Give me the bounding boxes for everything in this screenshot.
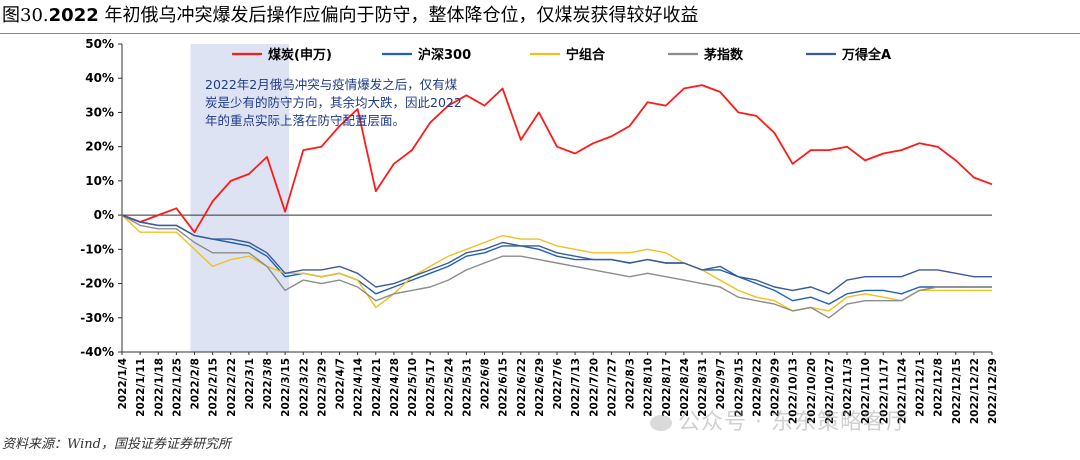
x-tick-label: 2022/5/10 [407, 358, 419, 417]
y-tick-label: -10% [80, 242, 114, 256]
x-tick-label: 2022/8/10 [643, 358, 655, 417]
legend-label-5: 万得全A [841, 47, 891, 63]
series-line-2 [121, 214, 992, 305]
x-tick-label: 2022/3/1 [244, 358, 256, 410]
x-tick-label: 2022/1/18 [153, 358, 165, 417]
x-tick-label: 2022/12/29 [987, 358, 999, 424]
x-tick-label: 2022/9/22 [751, 358, 763, 417]
x-tick-label: 2022/10/13 [788, 358, 800, 424]
x-tick-label: 2022/10/27 [824, 358, 836, 424]
line-chart: -40% -30% -20% -10% 0% 10% 20% 30% 40% 50% 2022/1/… [80, 37, 999, 424]
x-tick-label: 2022/1/11 [135, 358, 147, 417]
annotation-line: 2022年2月俄乌冲突与疫情爆发之后，仅有煤 [205, 77, 458, 92]
legend-label-1: 煤炭(申万) [268, 47, 332, 63]
x-tick-label: 2022/3/29 [316, 358, 328, 417]
x-tick-label: 2022/11/17 [878, 358, 890, 424]
x-tick-label: 2022/4/28 [389, 358, 401, 417]
y-tick-label: -30% [80, 311, 114, 325]
x-tick-label: 2022/9/15 [733, 358, 745, 417]
x-tick-label: 2022/7/20 [588, 358, 600, 417]
x-tick-label: 2022/9/29 [770, 358, 782, 417]
x-tick-label: 2022/6/8 [480, 358, 492, 410]
title-bar: 图30.2022 年初俄乌冲突爆发后操作应偏向于防守，整体降仓位，仅煤炭获得较好… [0, 0, 1080, 34]
x-tick-label: 2022/3/8 [262, 358, 274, 410]
x-tick-label: 2022/1/25 [171, 358, 183, 417]
wechat-icon [650, 415, 672, 431]
x-tick-label: 2022/6/22 [516, 358, 528, 417]
x-tick-label: 2022/9/7 [715, 358, 727, 410]
x-tick-label: 2022/1/4 [117, 358, 129, 410]
x-tick-label: 2022/12/8 [933, 358, 945, 417]
x-tick-label: 2022/4/21 [371, 358, 383, 417]
x-tick-label: 2022/3/22 [298, 358, 310, 417]
x-tick-label: 2022/4/14 [353, 358, 365, 417]
source-note: 资料来源：Wind，国投证券证券研究所 [2, 437, 231, 452]
x-tick-label: 2022/11/10 [860, 358, 872, 424]
y-tick-label: 50% [85, 37, 114, 51]
x-tick-label: 2022/12/15 [951, 358, 963, 424]
legend-label-3: 宁组合 [566, 47, 606, 63]
title-year: 2022 [48, 5, 99, 26]
x-tick-label: 2022/12/1 [915, 358, 927, 417]
annotation-line: 炭是少有的防守方向，其余均大跌，因此2022 [205, 95, 462, 110]
x-tick-label: 2022/5/31 [461, 358, 473, 417]
series-line-5 [121, 214, 992, 295]
y-tick-label: -40% [80, 345, 114, 359]
title-text: 年初俄乌冲突爆发后操作应偏向于防守，整体降仓位，仅煤炭获得较好收益 [98, 5, 699, 26]
y-tick-label: -20% [80, 277, 114, 291]
x-tick-label: 2022/5/17 [425, 358, 437, 417]
x-tick-label: 2022/8/3 [625, 358, 637, 410]
series-line-1 [121, 84, 993, 234]
x-tick-label: 2022/3/15 [280, 358, 292, 417]
x-tick-label: 2022/8/17 [661, 358, 673, 417]
y-tick-label: 20% [85, 140, 114, 154]
x-tick-label: 2022/8/31 [697, 358, 709, 417]
x-tick-label: 2022/6/15 [498, 358, 510, 417]
series-line-4 [121, 214, 992, 319]
x-tick-label: 2022/7/27 [606, 358, 618, 417]
x-tick-label: 2022/2/8 [190, 358, 202, 410]
x-tick-label: 2022/11/3 [842, 358, 854, 417]
x-tick-label: 2022/4/7 [335, 358, 347, 410]
legend-label-2: 沪深300 [418, 47, 471, 63]
x-tick-label: 2022/7/6 [552, 358, 564, 410]
y-tick-label: 0% [94, 208, 114, 222]
watermark: 公众号 · 东东策略客厅 [650, 404, 909, 436]
x-tick-label: 2022/7/13 [570, 358, 582, 417]
x-tick-label: 2022/12/22 [969, 358, 981, 424]
watermark-text: 公众号 · 东东策略客厅 [678, 410, 909, 435]
y-tick-label: 30% [85, 105, 114, 119]
x-tick-label: 2022/8/24 [679, 358, 691, 417]
annotation-line: 年的重点实际上落在防守配置层面。 [205, 113, 405, 128]
x-tick-label: 2022/2/22 [226, 358, 238, 417]
x-tick-label: 2022/2/15 [208, 358, 220, 417]
chart-title: 图30.2022 年初俄乌冲突爆发后操作应偏向于防守，整体降仓位，仅煤炭获得较好… [2, 4, 698, 28]
y-tick-label: 40% [85, 71, 114, 85]
x-tick-label: 2022/5/24 [443, 358, 455, 417]
legend-label-4: 茅指数 [704, 47, 744, 63]
x-tick-label: 2022/6/29 [534, 358, 546, 417]
figure-label: 图30. [2, 5, 49, 26]
y-tick-label: 10% [85, 174, 114, 188]
x-tick-label: 2022/11/24 [896, 358, 908, 424]
x-tick-label: 2022/10/20 [806, 358, 818, 424]
shaded-region [190, 44, 290, 352]
